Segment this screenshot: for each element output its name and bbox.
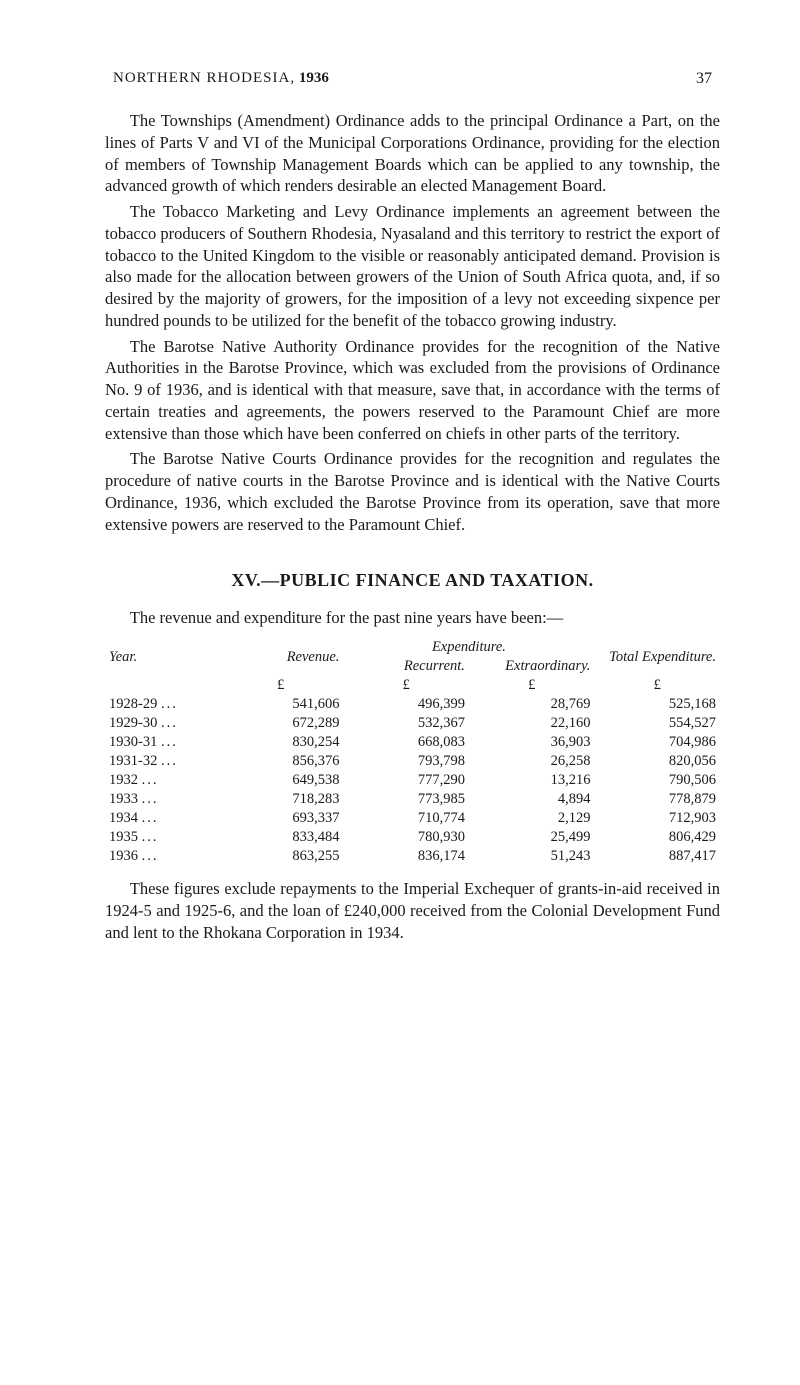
cell-recurrent: 710,774	[343, 809, 469, 828]
cell-revenue: 833,484	[218, 828, 344, 847]
cell-revenue: 856,376	[218, 752, 344, 771]
cell-total: 887,417	[594, 847, 720, 866]
cell-recurrent: 773,985	[343, 790, 469, 809]
cell-extraordinary: 4,894	[469, 790, 595, 809]
pound-recurrent: £	[343, 676, 469, 695]
cell-recurrent: 836,174	[343, 847, 469, 866]
cell-extraordinary: 2,129	[469, 809, 595, 828]
cell-total: 712,903	[594, 809, 720, 828]
th-year: Year.	[105, 638, 218, 676]
cell-recurrent: 496,399	[343, 695, 469, 714]
th-recurrent: Recurrent.	[343, 657, 469, 676]
paragraph-2: The Tobacco Marketing and Levy Ordinance…	[105, 201, 720, 332]
pound-extraordinary: £	[469, 676, 595, 695]
cell-total: 806,429	[594, 828, 720, 847]
table-row: 1934 ...693,337710,7742,129712,903	[105, 809, 720, 828]
cell-extraordinary: 28,769	[469, 695, 595, 714]
cell-recurrent: 793,798	[343, 752, 469, 771]
pound-total: £	[594, 676, 720, 695]
table-row: 1928-29 ...541,606496,39928,769525,168	[105, 695, 720, 714]
table-header-row-1: Year. Revenue. Expenditure. Total Expend…	[105, 638, 720, 657]
cell-extraordinary: 26,258	[469, 752, 595, 771]
cell-year: 1932 ...	[105, 771, 218, 790]
th-extraordinary: Extraordinary.	[469, 657, 595, 676]
cell-recurrent: 668,083	[343, 733, 469, 752]
cell-total: 554,527	[594, 714, 720, 733]
table-pound-row: £ £ £ £	[105, 676, 720, 695]
cell-year: 1934 ...	[105, 809, 218, 828]
cell-year: 1930-31 ...	[105, 733, 218, 752]
running-title: NORTHERN RHODESIA, 1936	[113, 70, 329, 88]
cell-extraordinary: 25,499	[469, 828, 595, 847]
cell-revenue: 672,289	[218, 714, 344, 733]
cell-year: 1935 ...	[105, 828, 218, 847]
cell-recurrent: 780,930	[343, 828, 469, 847]
cell-total: 820,056	[594, 752, 720, 771]
finance-table: Year. Revenue. Expenditure. Total Expend…	[105, 638, 720, 866]
running-header: NORTHERN RHODESIA, 1936 37	[105, 70, 720, 88]
cell-extraordinary: 36,903	[469, 733, 595, 752]
cell-recurrent: 777,290	[343, 771, 469, 790]
cell-year: 1936 ...	[105, 847, 218, 866]
page-container: NORTHERN RHODESIA, 1936 37 The Townships…	[0, 0, 800, 1008]
cell-year: 1933 ...	[105, 790, 218, 809]
cell-recurrent: 532,367	[343, 714, 469, 733]
section-heading: XV.—PUBLIC FINANCE AND TAXATION.	[105, 570, 720, 591]
paragraph-3: The Barotse Native Authority Ordinance p…	[105, 336, 720, 445]
paragraph-1: The Townships (Amendment) Ordinance adds…	[105, 110, 720, 197]
cell-total: 704,986	[594, 733, 720, 752]
th-total: Total Expenditure.	[594, 638, 720, 676]
cell-total: 525,168	[594, 695, 720, 714]
paragraph-4: The Barotse Native Courts Ordinance prov…	[105, 448, 720, 535]
cell-total: 790,506	[594, 771, 720, 790]
page-number: 37	[696, 70, 712, 88]
th-revenue: Revenue.	[218, 638, 344, 676]
table-row: 1935 ...833,484780,93025,499806,429	[105, 828, 720, 847]
finance-table-body: 1928-29 ...541,606496,39928,769525,16819…	[105, 695, 720, 866]
cell-extraordinary: 51,243	[469, 847, 595, 866]
table-row: 1932 ...649,538777,29013,216790,506	[105, 771, 720, 790]
cell-extraordinary: 13,216	[469, 771, 595, 790]
cell-extraordinary: 22,160	[469, 714, 595, 733]
table-row: 1929-30 ...672,289532,36722,160554,527	[105, 714, 720, 733]
cell-total: 778,879	[594, 790, 720, 809]
cell-revenue: 541,606	[218, 695, 344, 714]
table-row: 1931-32 ...856,376793,79826,258820,056	[105, 752, 720, 771]
cell-year: 1928-29 ...	[105, 695, 218, 714]
table-row: 1936 ...863,255836,17451,243887,417	[105, 847, 720, 866]
pound-revenue: £	[218, 676, 344, 695]
running-year: 1936	[299, 70, 329, 86]
cell-revenue: 693,337	[218, 809, 344, 828]
section-intro: The revenue and expenditure for the past…	[105, 607, 720, 629]
running-title-caps: NORTHERN RHODESIA,	[113, 70, 295, 86]
closing-paragraph: These figures exclude repayments to the …	[105, 878, 720, 943]
cell-revenue: 649,538	[218, 771, 344, 790]
cell-revenue: 830,254	[218, 733, 344, 752]
cell-year: 1929-30 ...	[105, 714, 218, 733]
table-row: 1933 ...718,283773,9854,894778,879	[105, 790, 720, 809]
table-row: 1930-31 ...830,254668,08336,903704,986	[105, 733, 720, 752]
cell-year: 1931-32 ...	[105, 752, 218, 771]
th-expenditure: Expenditure.	[343, 638, 594, 657]
cell-revenue: 863,255	[218, 847, 344, 866]
cell-revenue: 718,283	[218, 790, 344, 809]
